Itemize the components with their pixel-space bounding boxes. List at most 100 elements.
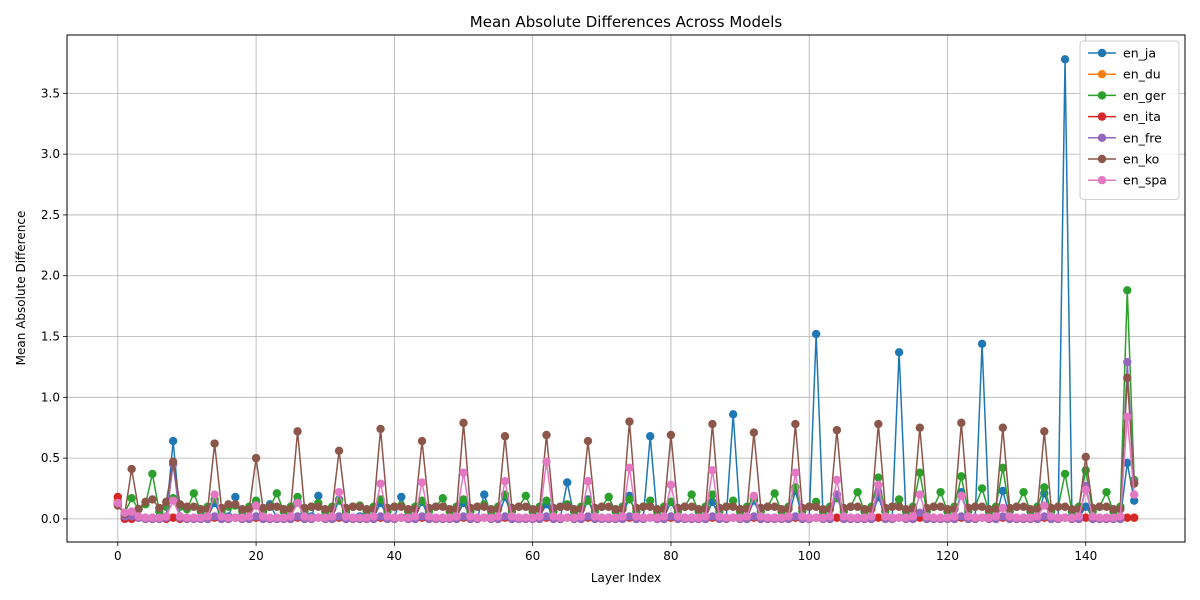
data-point bbox=[549, 512, 558, 521]
data-point bbox=[189, 502, 199, 511]
data-point bbox=[1123, 357, 1132, 367]
data-point bbox=[936, 502, 945, 511]
data-point bbox=[404, 513, 413, 522]
data-point bbox=[646, 496, 655, 505]
data-point bbox=[998, 463, 1008, 473]
data-point bbox=[168, 496, 178, 505]
data-point bbox=[189, 489, 199, 498]
data-point bbox=[445, 513, 454, 522]
data-point bbox=[459, 418, 468, 428]
data-point bbox=[113, 498, 123, 508]
chart-title: Mean Absolute Differences Across Models bbox=[470, 13, 783, 31]
data-point bbox=[321, 504, 330, 514]
data-point bbox=[1047, 512, 1056, 521]
data-point bbox=[874, 513, 883, 522]
legend-item: en_ita bbox=[1088, 109, 1161, 124]
data-point bbox=[1074, 512, 1084, 521]
data-point bbox=[576, 504, 586, 514]
data-point bbox=[224, 500, 233, 509]
legend: en_ja en_du en_ger en_ita en_fre en_ko en_spa bbox=[1079, 40, 1180, 200]
data-point bbox=[763, 513, 772, 522]
data-point bbox=[486, 504, 496, 514]
data-point bbox=[998, 423, 1008, 432]
data-point bbox=[583, 477, 593, 486]
data-point bbox=[369, 512, 378, 521]
data-point bbox=[1019, 502, 1028, 511]
data-point bbox=[1067, 504, 1077, 514]
data-point bbox=[1060, 513, 1070, 522]
data-point bbox=[362, 513, 371, 522]
data-point bbox=[528, 513, 537, 522]
data-point bbox=[874, 419, 883, 429]
data-point bbox=[756, 512, 766, 521]
data-point bbox=[1026, 504, 1035, 514]
data-point bbox=[749, 491, 759, 500]
data-point bbox=[708, 490, 717, 499]
data-point bbox=[134, 512, 143, 521]
data-point bbox=[286, 512, 295, 521]
data-point bbox=[480, 490, 489, 499]
data-point bbox=[1123, 286, 1132, 295]
data-point bbox=[1026, 513, 1035, 522]
data-point bbox=[397, 513, 406, 522]
data-point bbox=[887, 513, 897, 522]
data-point bbox=[604, 513, 613, 522]
legend-marker bbox=[1097, 133, 1107, 142]
data-point bbox=[1012, 502, 1021, 511]
data-point bbox=[155, 503, 164, 513]
data-point bbox=[376, 479, 385, 488]
data-point bbox=[818, 504, 828, 514]
data-point bbox=[728, 513, 738, 522]
data-point bbox=[652, 513, 662, 522]
data-point bbox=[791, 468, 800, 477]
y-tick-label: 3.0 bbox=[41, 147, 60, 161]
data-point bbox=[293, 492, 302, 502]
data-point bbox=[715, 512, 724, 521]
data-point bbox=[459, 468, 468, 477]
legend-marker bbox=[1097, 112, 1107, 121]
data-point bbox=[196, 513, 205, 522]
data-point bbox=[805, 502, 814, 511]
data-point bbox=[791, 512, 800, 521]
data-point bbox=[251, 501, 261, 510]
data-point bbox=[238, 513, 247, 522]
data-point bbox=[625, 417, 634, 426]
data-point bbox=[148, 495, 157, 504]
data-point bbox=[611, 513, 620, 522]
data-point bbox=[984, 513, 994, 522]
data-point bbox=[148, 469, 157, 479]
data-point bbox=[687, 513, 696, 522]
data-point bbox=[314, 491, 323, 500]
data-point bbox=[632, 512, 641, 521]
data-point bbox=[1033, 504, 1042, 514]
data-point bbox=[348, 502, 358, 511]
data-point bbox=[210, 512, 219, 521]
data-point bbox=[1081, 513, 1090, 522]
data-point bbox=[1060, 502, 1070, 511]
data-point bbox=[1116, 512, 1125, 521]
data-point bbox=[410, 512, 420, 521]
data-point bbox=[473, 513, 482, 522]
legend-item: en_ja bbox=[1088, 46, 1156, 61]
data-point bbox=[839, 512, 848, 521]
data-point bbox=[168, 436, 178, 446]
data-point bbox=[231, 492, 240, 502]
data-point bbox=[528, 504, 537, 514]
data-point bbox=[770, 513, 779, 522]
data-point bbox=[597, 502, 606, 511]
data-point bbox=[438, 513, 447, 522]
series-en-ko bbox=[113, 373, 1139, 519]
data-point bbox=[583, 496, 593, 505]
data-point bbox=[1088, 512, 1097, 521]
data-point bbox=[625, 495, 634, 504]
data-point bbox=[666, 497, 676, 507]
data-point bbox=[162, 512, 171, 521]
data-point bbox=[168, 457, 178, 466]
legend-marker bbox=[1097, 48, 1107, 58]
data-point bbox=[542, 512, 551, 521]
data-point bbox=[1129, 490, 1139, 499]
data-point bbox=[784, 512, 793, 521]
data-point bbox=[1040, 512, 1049, 521]
data-point bbox=[466, 512, 475, 521]
plot-frame bbox=[66, 34, 1186, 543]
